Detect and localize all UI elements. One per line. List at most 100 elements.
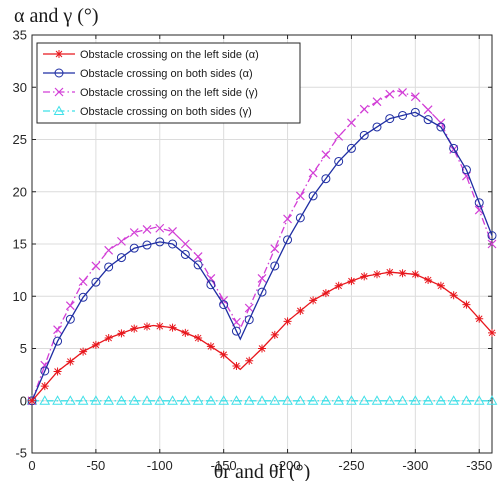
series-3-marker [141,395,153,405]
series-1 [27,107,497,406]
series-0-marker [488,328,496,337]
series-2-marker [334,131,344,141]
series-1-marker [334,156,344,166]
legend-item: Obstacle crossing on both sides (α) [43,68,253,80]
series-1-marker [474,198,484,208]
series-2-marker [487,239,497,249]
series-1-marker [423,115,433,125]
series-3-marker [422,395,434,405]
series-2-marker [359,104,369,114]
x-tick-label: -300 [402,458,428,473]
series-0-marker [206,342,215,351]
series-2-marker [244,303,254,313]
series-2-marker [257,274,267,283]
series-0-marker [475,314,484,323]
series-1-marker [398,110,408,120]
series-2-marker [385,89,395,99]
series-0-marker [194,334,203,343]
legend-swatch-marker [53,105,65,115]
series-0-marker [424,276,433,285]
series-0-marker [385,268,394,277]
legend-swatch-marker [54,68,64,78]
series-0-marker [373,270,381,279]
series-0-marker [130,324,139,333]
series-0-marker [181,328,190,337]
y-axis-label: α and γ (°) [14,5,99,27]
series-3-marker [397,395,408,405]
series-3-marker [346,395,357,405]
legend-item: Obstacle crossing on the left side (γ) [43,87,258,99]
series-0-marker [53,367,62,376]
series-2-marker [410,92,420,102]
series-0-marker [296,306,305,315]
series-3-marker [320,395,332,405]
series-3-marker [205,395,217,405]
series-2 [27,88,497,406]
x-tick-label: -50 [86,458,105,473]
series-1-marker [436,122,446,132]
y-tick-label: -5 [15,446,27,461]
series-0-marker [155,322,164,331]
series-3-marker [256,395,268,405]
series-3-marker [282,395,293,405]
series-3-marker [167,395,178,405]
y-tick-label: 30 [13,80,27,95]
series-3-marker [486,395,498,405]
series-0-marker [360,272,369,281]
series-1-marker [270,261,280,271]
series-1-marker [283,235,293,245]
legend-label: Obstacle crossing on both sides (γ) [80,106,252,118]
series-3-marker [90,395,102,405]
series-2-marker [168,227,177,236]
series-1-marker [65,314,75,324]
series-0-marker [28,396,36,405]
series-1-marker [410,107,420,117]
legend: Obstacle crossing on the left side (α) Ob… [36,42,301,124]
y-tick-label: 5 [20,341,27,356]
series-3-marker [371,395,383,405]
x-tick-label: -100 [147,458,173,473]
series-3-marker [39,395,51,405]
series-0-marker [347,277,356,286]
series-0-marker [91,340,100,349]
legend-label: Obstacle crossing on the left side (α) [80,49,259,61]
series-2-marker [321,150,331,160]
series-3-marker [409,395,421,405]
series-1-marker [321,174,331,184]
legend-swatch-marker [55,50,63,58]
series-1-marker [206,280,216,290]
x-axis-label: θr and θl (°) [214,461,311,481]
series-1-marker [257,287,267,297]
series-3-marker [294,395,306,405]
series-0-marker [411,270,420,279]
x-tick-label: -150 [211,458,237,473]
series-3-marker [243,395,255,405]
series-0-marker [117,329,126,338]
series-0-marker [104,334,113,343]
y-tick-label: 0 [20,393,27,408]
series-3-marker [473,395,485,405]
series-3-marker [307,395,319,405]
legend-item: Obstacle crossing on both sides (γ) [43,105,252,118]
series-2-marker [372,97,382,107]
y-tick-label: 20 [13,184,27,199]
series-0-marker [334,281,343,290]
series-0-marker [283,317,292,326]
legend-item: Obstacle crossing on the left side (α) [43,49,259,61]
series-3-marker [435,395,447,405]
series-3-marker [64,395,76,405]
series-0-marker [232,362,241,371]
y-tick-label: 25 [13,132,27,147]
series-1-marker [461,165,471,175]
series-1-marker [40,366,50,376]
x-tick-label: -250 [338,458,364,473]
y-tick-label: 15 [13,237,27,252]
series-3-marker [154,395,166,405]
x-tick-label: 0 [28,458,35,473]
series-3-marker [52,395,63,405]
series-1-marker [168,239,178,249]
series-1-marker [308,191,318,201]
series-3-marker [231,395,242,405]
series-1-marker [78,292,88,302]
series-1-marker [129,243,139,253]
